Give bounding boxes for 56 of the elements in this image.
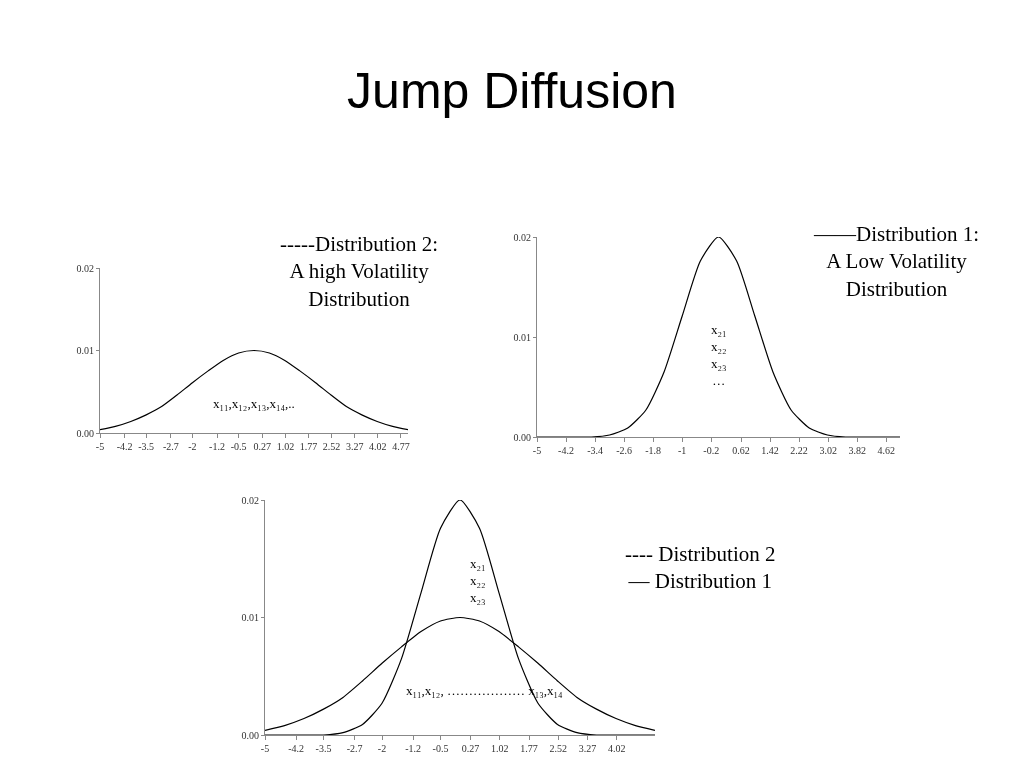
x-tick-label: -2.6 <box>616 445 633 456</box>
x-tick-label: 3.82 <box>848 445 866 456</box>
x-tick-label: 2.22 <box>790 445 808 456</box>
x-tick-label: 0.27 <box>253 441 272 452</box>
x-tick-label: -5 <box>260 743 270 754</box>
x-tick-label: -5 <box>95 441 105 452</box>
x-tick-label: -2 <box>188 441 197 452</box>
x-tick-label: 3.27 <box>578 743 597 754</box>
x-tick-label: -2.7 <box>346 743 363 754</box>
x-tick-label: -2.7 <box>162 441 179 452</box>
y-tick-label: 0.02 <box>241 494 259 506</box>
x-tick-label: -4.2 <box>558 445 574 456</box>
x-tick-label: 4.77 <box>392 441 410 452</box>
x-tick-label: -3.5 <box>138 441 155 452</box>
annotation: x₂₁ x₂₂ x₂₃ … <box>711 322 727 388</box>
y-tick-label: 0.01 <box>513 331 531 343</box>
y-tick-label: 0.02 <box>513 231 531 243</box>
x-tick-label: -4.2 <box>116 441 133 452</box>
x-tick-label: 2.52 <box>322 441 341 452</box>
y-tick-label: 0.00 <box>241 729 259 741</box>
x-tick-label: -4.2 <box>288 743 305 754</box>
x-tick-label: 1.02 <box>276 441 295 452</box>
annotation: ——Distribution 1: A Low Volatility Distribution <box>813 222 980 301</box>
annotation: -----Distribution 2: A high Volatility Distribution <box>280 232 439 311</box>
x-tick-label: -1.2 <box>405 743 422 754</box>
x-tick-label: 4.02 <box>369 441 387 452</box>
x-tick-label: 1.02 <box>491 743 509 754</box>
y-tick-label: 0.01 <box>241 612 259 623</box>
x-tick-label: -5 <box>532 445 542 456</box>
x-tick-label: 1.77 <box>299 441 318 452</box>
x-tick-label: 3.27 <box>345 441 364 452</box>
x-tick-label: -0.5 <box>230 441 247 452</box>
annotation: ---- Distribution 2 — Distribution 1 <box>625 542 776 594</box>
x-tick-label: 4.02 <box>608 743 626 754</box>
x-tick-label: 3.02 <box>819 445 837 456</box>
x-tick-label: -2 <box>377 743 387 754</box>
x-tick-label: 1.77 <box>520 743 538 754</box>
x-tick-label: -1.2 <box>209 441 225 452</box>
x-tick-label: -3.4 <box>587 445 603 456</box>
x-tick-label: 2.52 <box>549 743 568 754</box>
annotation: x₁₁,x₁₂,x₁₃,x₁₄,.. <box>213 396 295 411</box>
x-tick-label: 0.62 <box>732 445 750 456</box>
x-tick-label: -1.8 <box>645 445 662 456</box>
x-tick-label: -0.2 <box>703 445 720 456</box>
y-tick-label: 0.00 <box>76 427 94 439</box>
y-tick-label: 0.01 <box>76 345 94 356</box>
x-tick-label: 4.62 <box>877 445 895 456</box>
x-tick-label: 0.27 <box>461 743 480 754</box>
y-tick-label: 0.02 <box>76 262 94 274</box>
text: Jump Diffusion <box>346 62 678 120</box>
x-tick-label: -1 <box>678 445 687 456</box>
y-tick-label: 0.00 <box>513 431 531 443</box>
annotation: x₂₁ x₂₂ x₂₃ <box>470 556 486 605</box>
x-tick-label: -3.5 <box>315 743 332 754</box>
x-tick-label: -0.5 <box>432 743 449 754</box>
x-tick-label: 1.42 <box>761 445 779 456</box>
